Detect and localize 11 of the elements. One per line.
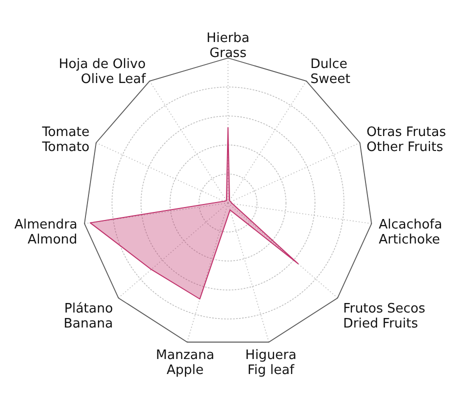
spoke-label: Almendra Almond [14, 218, 78, 248]
spoke-label: Higuera Fig leaf [245, 348, 296, 378]
spoke-label: Dulce Sweet [310, 56, 350, 87]
spoke-label: Tomate Tomato [41, 124, 90, 155]
spoke-label: Alcachofa Artichoke [378, 218, 442, 248]
spoke-label: Manzana Apple [156, 348, 214, 378]
spoke-label: Hierba Grass [206, 30, 250, 61]
spoke-label: Hoja de Olivo Olive Leaf [58, 56, 146, 87]
spoke-label: Otras Frutas Other Fruits [366, 124, 446, 155]
spoke-label: Frutos Secos Dried Fruits [343, 302, 426, 332]
spoke-label: Plátano Banana [64, 302, 113, 332]
